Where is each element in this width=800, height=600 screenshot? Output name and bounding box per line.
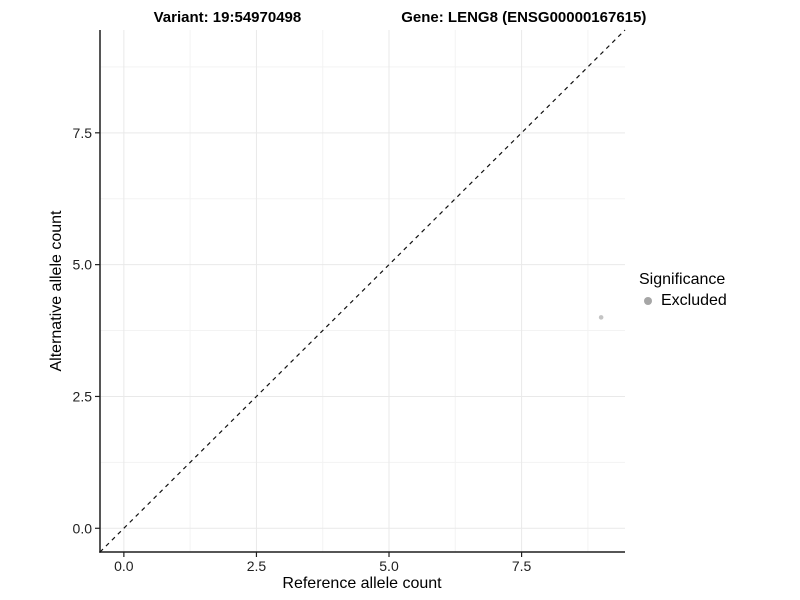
data-point — [598, 315, 604, 320]
plot-title: Variant: 19:54970498 Gene: LENG8 (ENSG00… — [0, 9, 800, 26]
y-tick-label: 5.0 — [73, 257, 93, 273]
x-axis-title: Reference allele count — [282, 575, 442, 592]
minor-gridlines — [100, 30, 625, 552]
y-axis-title: Alternative allele count — [48, 210, 65, 372]
legend-item-label: Excluded — [661, 292, 727, 309]
tick-marks — [95, 132, 523, 557]
legend-item-excluded: Excluded — [639, 292, 727, 310]
x-tick-label: 0.0 — [114, 558, 134, 574]
y-tick-label: 2.5 — [73, 388, 93, 404]
gene-title: Gene: LENG8 (ENSG00000167615) — [401, 9, 647, 26]
x-tick-label: 2.5 — [247, 558, 267, 574]
axis-lines — [99, 30, 625, 553]
major-gridlines — [100, 30, 625, 552]
x-tick-label: 5.0 — [379, 558, 399, 574]
y-tick-label: 0.0 — [73, 520, 93, 536]
identity-line — [99, 29, 626, 553]
legend: Significance Excluded — [639, 270, 727, 310]
legend-title: Significance — [639, 271, 726, 288]
legend-point-icon — [644, 297, 652, 305]
variant-title: Variant: 19:54970498 — [153, 9, 302, 26]
x-tick-label: 7.5 — [512, 558, 532, 574]
y-tick-label: 7.5 — [73, 125, 93, 141]
